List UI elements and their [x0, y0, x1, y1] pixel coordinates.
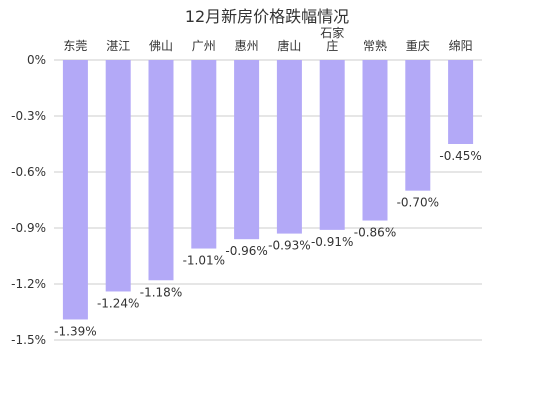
data-label: -1.01%: [183, 254, 225, 268]
data-label: -0.70%: [397, 196, 439, 210]
y-tick-label: -1.2%: [11, 277, 46, 291]
bar: [105, 60, 131, 292]
category-label: 重庆: [406, 39, 430, 53]
y-tick-label: -0.9%: [11, 221, 46, 235]
category-label: 湛江: [106, 39, 130, 53]
bar: [405, 60, 431, 191]
y-tick-label: -1.5%: [11, 333, 46, 347]
bar: [62, 60, 88, 320]
category-label: 唐山: [277, 38, 301, 53]
category-label: 佛山: [149, 39, 173, 53]
bar: [319, 60, 345, 230]
y-axis-ticks: 0% -0.3% -0.6% -0.9% -1.2% -1.5%: [11, 53, 46, 347]
bar: [234, 60, 260, 240]
category-labels: 东莞 湛江 佛山 广州 惠州 唐山 石家庄 常熟 重庆 绵阳: [63, 25, 472, 53]
bar: [448, 60, 474, 144]
y-tick-label: -0.3%: [11, 109, 46, 123]
data-label: -1.24%: [97, 296, 139, 310]
category-label: 庄: [326, 38, 338, 53]
chart-title: 12月新房价格跌幅情况: [185, 7, 349, 26]
data-label: -0.45%: [439, 149, 481, 163]
y-tick-label: -0.6%: [11, 165, 46, 179]
bar: [148, 60, 174, 281]
bars: [62, 60, 474, 320]
category-label: 广州: [192, 39, 216, 53]
category-label: 惠州: [235, 39, 259, 53]
bar: [276, 60, 302, 234]
y-tick-label: 0%: [27, 53, 46, 67]
bar: [191, 60, 217, 249]
data-label: -0.91%: [311, 235, 353, 249]
category-label: 绵阳: [449, 39, 473, 53]
category-label: 石家: [320, 25, 344, 40]
data-label: -1.39%: [54, 324, 96, 338]
data-labels: -1.39%-1.24%-1.18% -1.01%-0.96% -0.93% -0.9…: [54, 149, 482, 338]
data-label: -0.93%: [268, 239, 310, 253]
category-label: 常熟: [363, 38, 387, 53]
data-label: -1.18%: [140, 285, 182, 299]
bar: [362, 60, 388, 221]
category-label: 东莞: [63, 39, 87, 53]
data-label: -0.96%: [225, 244, 267, 258]
data-label: -0.86%: [354, 226, 396, 240]
